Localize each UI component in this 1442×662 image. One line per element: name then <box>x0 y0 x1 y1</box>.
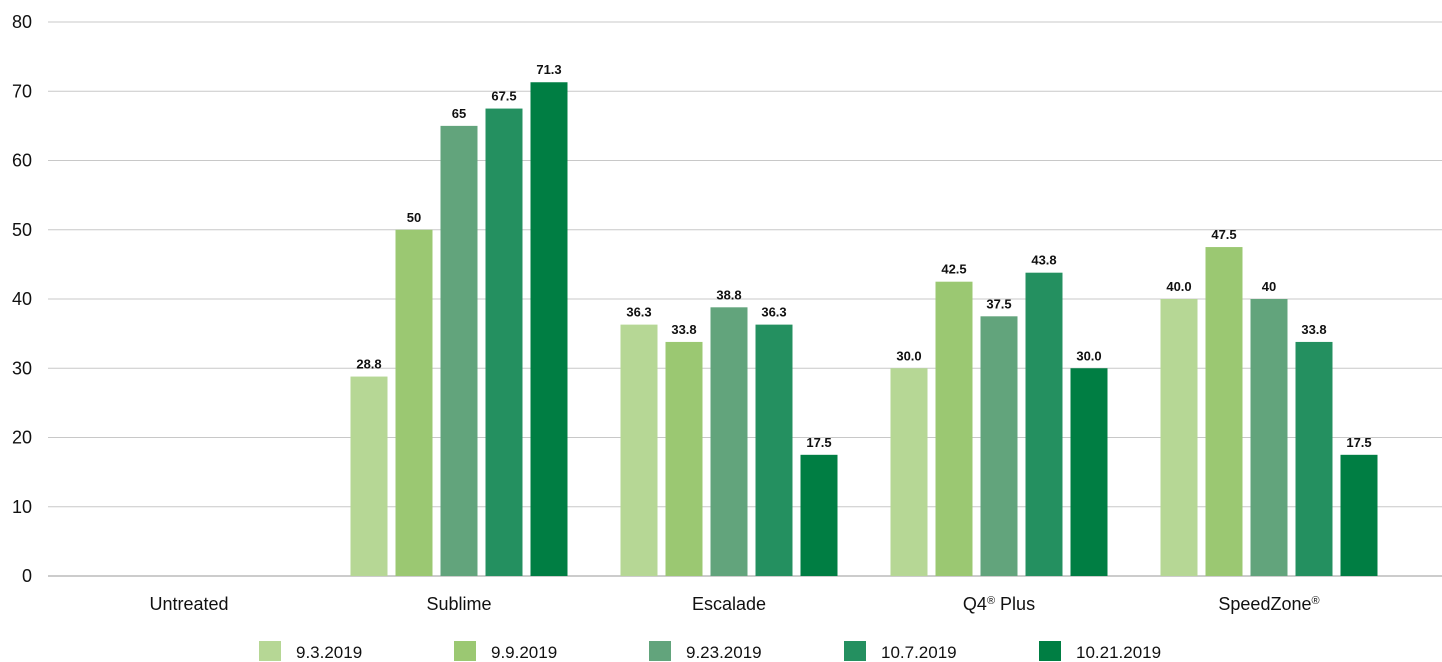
data-label: 17.5 <box>1346 435 1371 450</box>
gridlines <box>48 21 1442 577</box>
bar <box>980 316 1018 576</box>
y-tick-label: 70 <box>12 81 32 101</box>
data-label: 43.8 <box>1031 253 1056 268</box>
data-label: 33.8 <box>671 322 696 337</box>
data-label: 65 <box>452 106 466 121</box>
y-tick-label: 20 <box>12 428 32 448</box>
category-label: Q4® Plus <box>963 594 1035 614</box>
bar <box>1025 272 1063 576</box>
bar <box>710 307 748 576</box>
legend-swatch <box>259 641 281 661</box>
y-tick-label: 30 <box>12 358 32 378</box>
data-label: 30.0 <box>896 348 921 363</box>
data-label: 38.8 <box>716 287 741 302</box>
bar <box>530 82 568 576</box>
data-label: 40 <box>1262 279 1276 294</box>
bar <box>440 125 478 576</box>
category-label: Escalade <box>692 594 766 614</box>
legend: 9.3.2019 9.9.2019 9.23.2019 10.7.2019 10.21.… <box>259 641 1161 662</box>
data-label: 36.3 <box>626 305 651 320</box>
data-label: 33.8 <box>1301 322 1326 337</box>
data-label: 47.5 <box>1211 227 1236 242</box>
legend-label: 9.9.2019 <box>491 643 557 662</box>
bar <box>1205 247 1243 576</box>
y-tick-label: 50 <box>12 220 32 240</box>
x-axis-categories: Untreated Sublime Escalade Q4® Plus SpeedZon… <box>149 594 1319 614</box>
data-label: 36.3 <box>761 305 786 320</box>
bar <box>935 281 973 576</box>
bar <box>800 454 838 576</box>
bar <box>350 376 388 576</box>
bar <box>665 341 703 576</box>
bar <box>1250 299 1288 576</box>
bar <box>1340 454 1378 576</box>
legend-swatch <box>844 641 866 661</box>
legend-swatch <box>454 641 476 661</box>
category-label: SpeedZone® <box>1218 594 1319 614</box>
bar <box>1070 368 1108 576</box>
bar <box>1295 341 1333 576</box>
data-label: 42.5 <box>941 262 966 277</box>
bar <box>485 108 523 576</box>
legend-swatch <box>649 641 671 661</box>
data-label: 28.8 <box>356 357 381 372</box>
data-label: 17.5 <box>806 435 831 450</box>
bar <box>620 324 658 576</box>
legend-label: 10.21.2019 <box>1076 643 1161 662</box>
y-axis-ticks: 0 10 20 30 40 50 60 70 80 <box>12 12 32 586</box>
category-label: Sublime <box>426 594 491 614</box>
data-label: 50 <box>407 210 421 225</box>
bar <box>395 229 433 576</box>
legend-swatch <box>1039 641 1061 661</box>
data-label: 71.3 <box>536 62 561 77</box>
data-labels: 28.8 50 65 67.5 71.3 36.3 33.8 38.8 36.3 17.5 30.0… <box>356 62 1371 450</box>
legend-label: 9.3.2019 <box>296 643 362 662</box>
data-label: 37.5 <box>986 296 1011 311</box>
data-label: 40.0 <box>1166 279 1191 294</box>
bar <box>755 324 793 576</box>
y-tick-label: 40 <box>12 289 32 309</box>
y-tick-label: 10 <box>12 497 32 517</box>
y-tick-label: 80 <box>12 12 32 32</box>
legend-label: 10.7.2019 <box>881 643 957 662</box>
bar <box>890 368 928 576</box>
data-label: 30.0 <box>1076 348 1101 363</box>
category-label: Untreated <box>149 594 228 614</box>
data-label: 67.5 <box>491 89 516 104</box>
y-tick-label: 60 <box>12 151 32 171</box>
legend-label: 9.23.2019 <box>686 643 762 662</box>
bar <box>1160 299 1198 576</box>
bars <box>350 82 1378 576</box>
y-tick-label: 0 <box>22 566 32 586</box>
